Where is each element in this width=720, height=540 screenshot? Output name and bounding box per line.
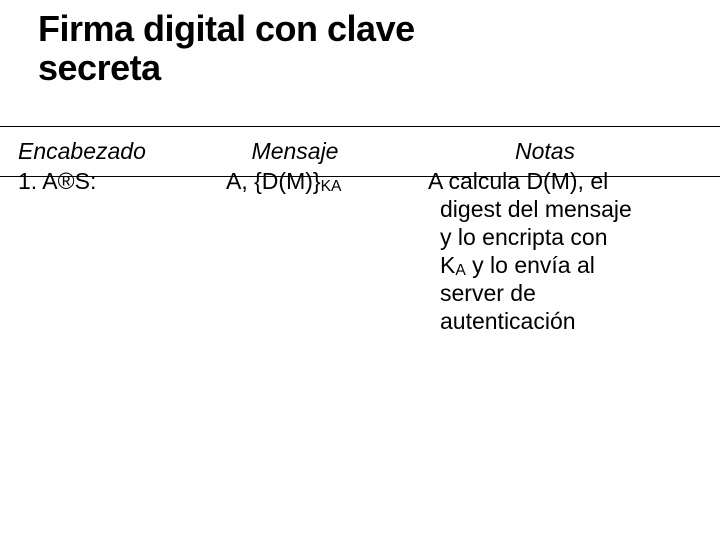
notas-line6: autenticación [428,307,690,335]
column-encabezado: Encabezado 1. A®S: [0,138,210,335]
divider-top [0,126,720,127]
notas-line5: server de [428,279,690,307]
encabezado-suffix: S: [75,168,97,194]
encabezado-value: 1. A®S: [18,167,210,195]
slide-title: Firma digital con clave secreta [38,10,415,88]
title-line-2: secreta [38,49,415,88]
header-notas: Notas [410,138,710,165]
notas-line3: y lo encripta con [428,223,690,251]
column-mensaje: Mensaje A, {D(M)}KA [210,138,410,335]
notas-line1: A calcula D(M), el [428,168,608,194]
title-line-1: Firma digital con clave [38,10,415,49]
notas-line4-sub: A [455,262,465,279]
header-mensaje: Mensaje [210,138,410,165]
mensaje-text: A, {D(M)} [226,168,321,194]
column-notas: Notas A calcula D(M), el digest del mens… [410,138,710,335]
header-encabezado: Encabezado [18,138,210,165]
mensaje-subscript: KA [321,178,342,195]
notas-value: A calcula D(M), el digest del mensaje y … [410,167,710,335]
slide: Firma digital con clave secreta Encabeza… [0,0,720,540]
content-columns: Encabezado 1. A®S: Mensaje A, {D(M)}KA N… [0,138,720,335]
arrow-icon: ® [58,167,75,195]
notas-line4: KA y lo envía al [428,251,690,279]
notas-line2: digest del mensaje [428,195,690,223]
mensaje-value: A, {D(M)}KA [210,167,410,195]
encabezado-prefix: 1. A [18,168,58,194]
